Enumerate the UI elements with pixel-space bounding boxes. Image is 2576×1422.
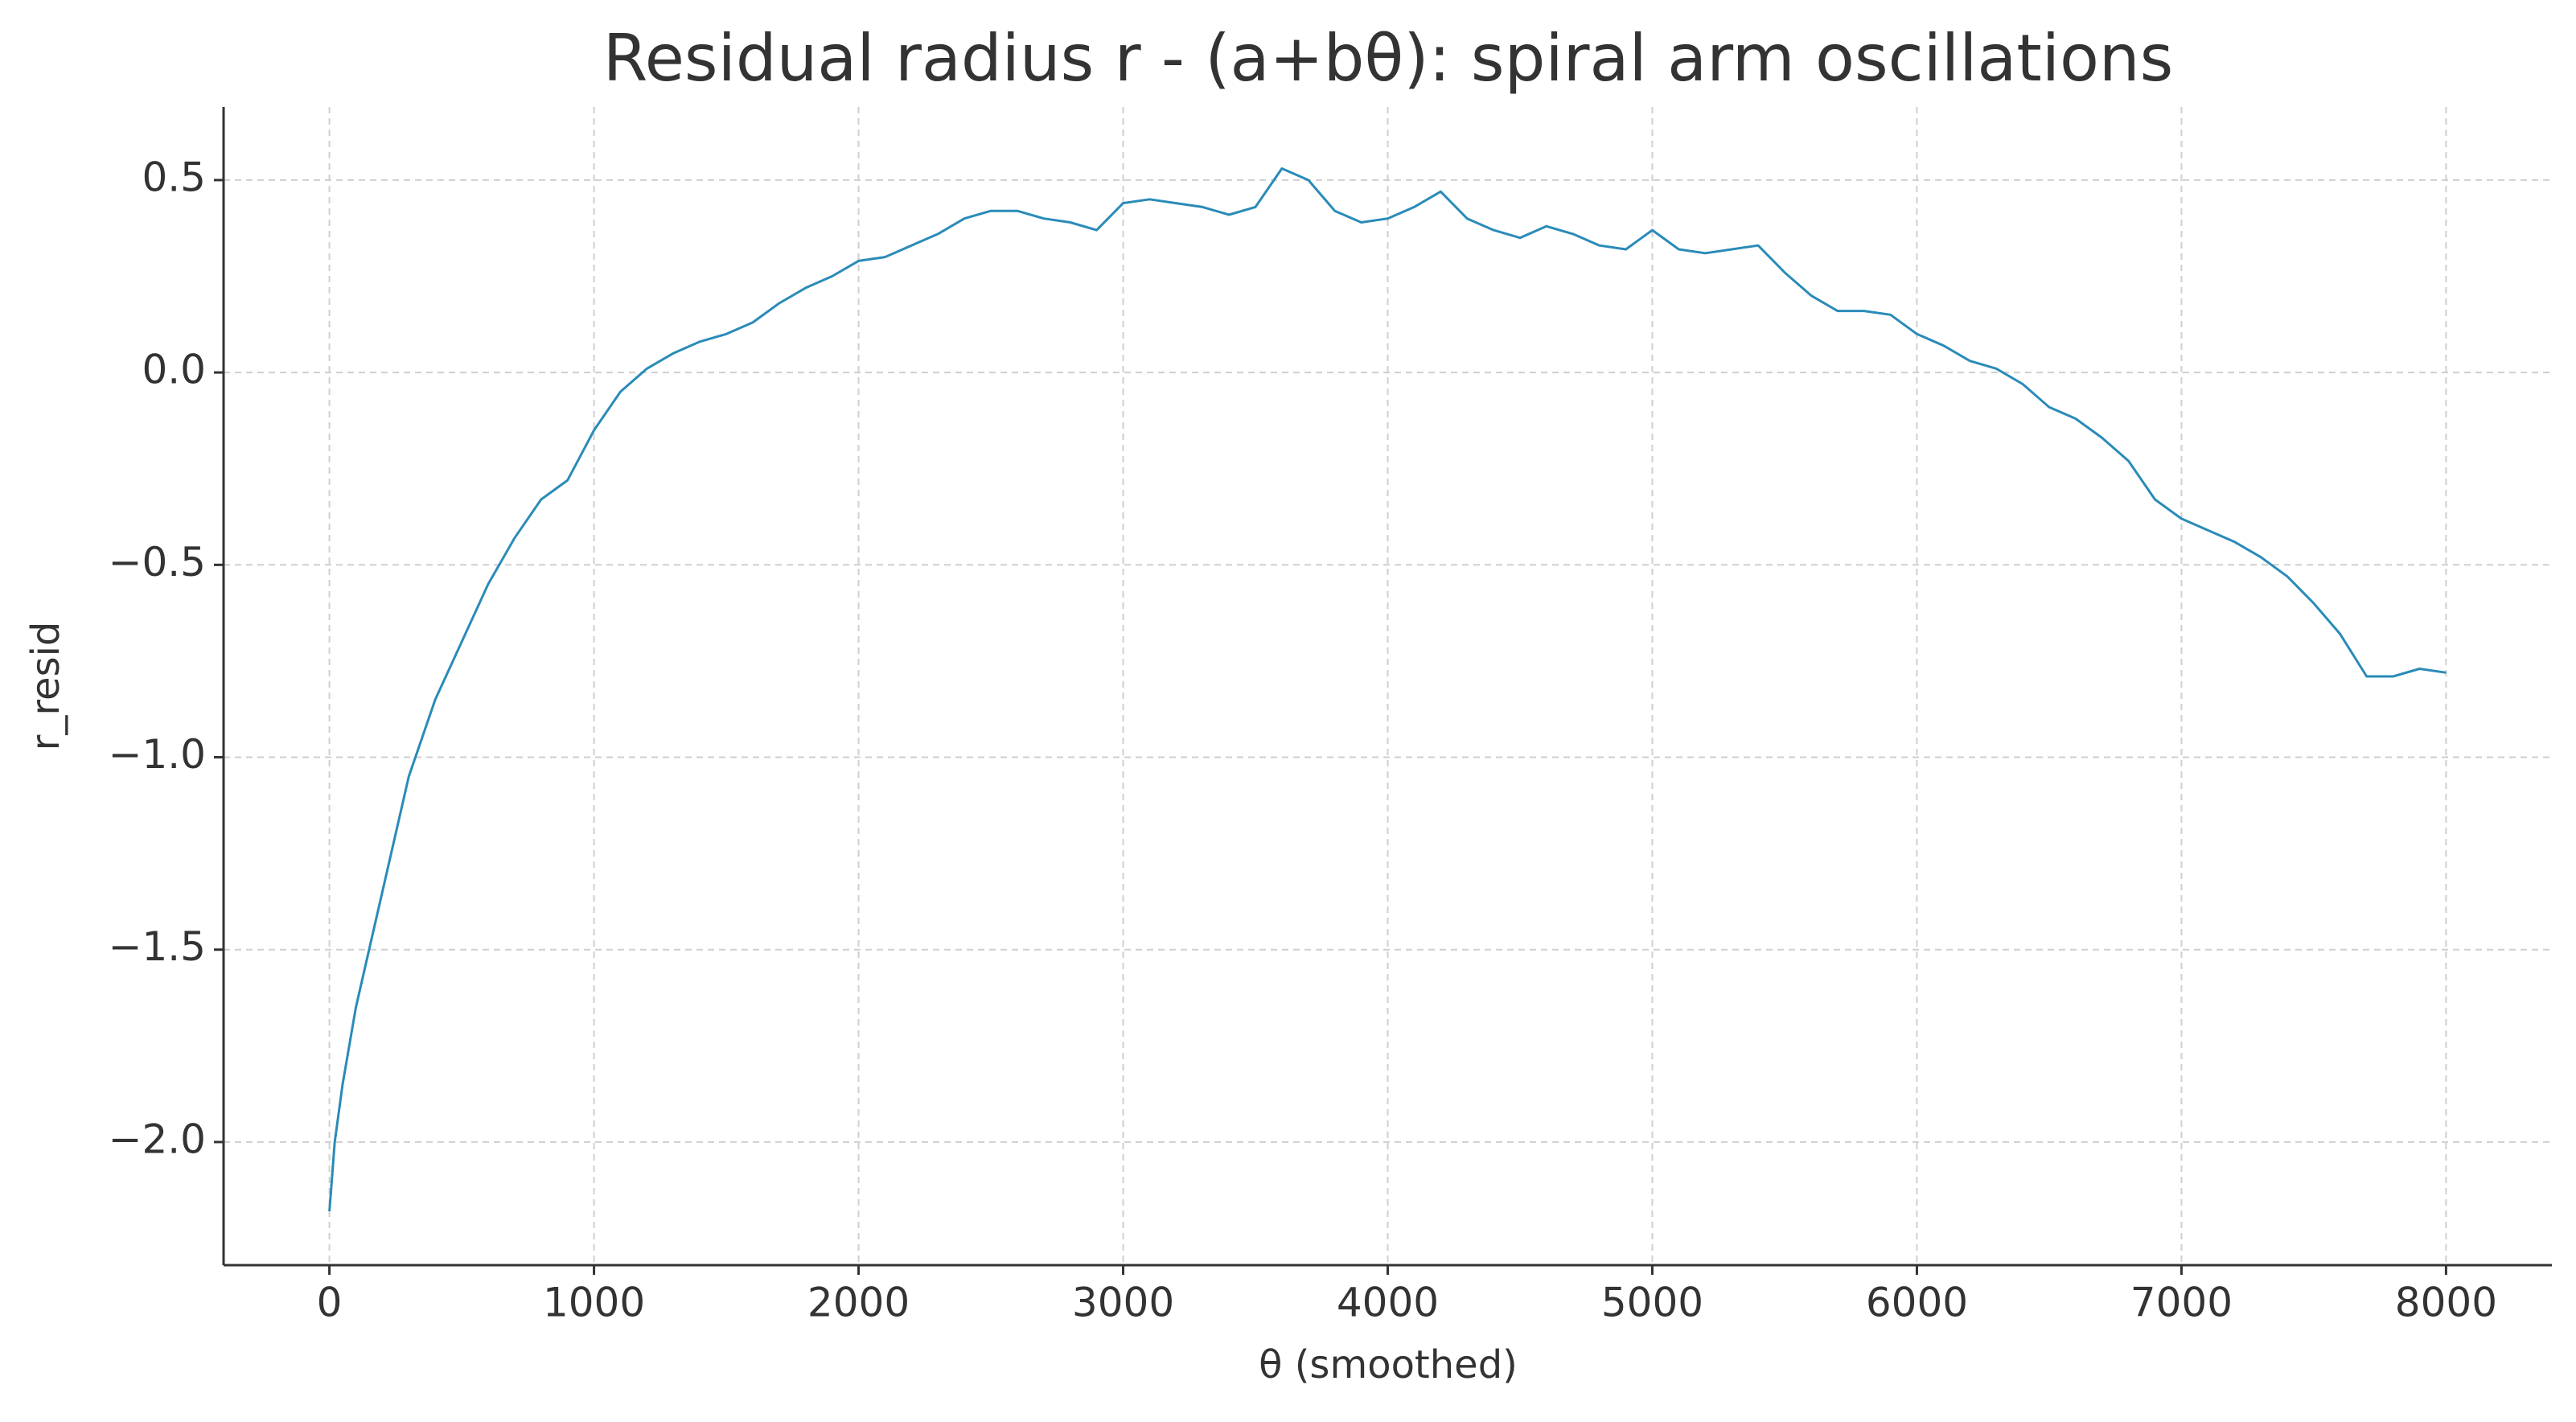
- y-tick-label: −1.5: [109, 923, 206, 970]
- chart-title: Residual radius r - (a+bθ): spiral arm o…: [603, 21, 2174, 96]
- y-tick-label: −2.0: [109, 1116, 206, 1162]
- x-tick-label: 7000: [2130, 1280, 2233, 1326]
- y-tick-label: 0.0: [142, 347, 206, 393]
- y-tick-label: 0.5: [142, 154, 206, 200]
- y-axis-label: r_resid: [23, 622, 68, 751]
- data-line: [328, 167, 2447, 1212]
- x-tick-label: 6000: [1866, 1280, 1968, 1326]
- x-tick-label: 1000: [543, 1280, 645, 1326]
- x-tick-label: 3000: [1072, 1280, 1174, 1326]
- x-tick-label: 8000: [2395, 1280, 2497, 1326]
- y-tick-label: −1.0: [109, 731, 206, 778]
- x-tick-label: 2000: [807, 1280, 910, 1326]
- x-axis-label: θ (smoothed): [1259, 1342, 1518, 1387]
- x-tick-label: 5000: [1601, 1280, 1703, 1326]
- x-tick-label: 0: [317, 1280, 343, 1326]
- y-tick-label: −0.5: [109, 539, 206, 586]
- x-tick-label: 4000: [1337, 1280, 1439, 1326]
